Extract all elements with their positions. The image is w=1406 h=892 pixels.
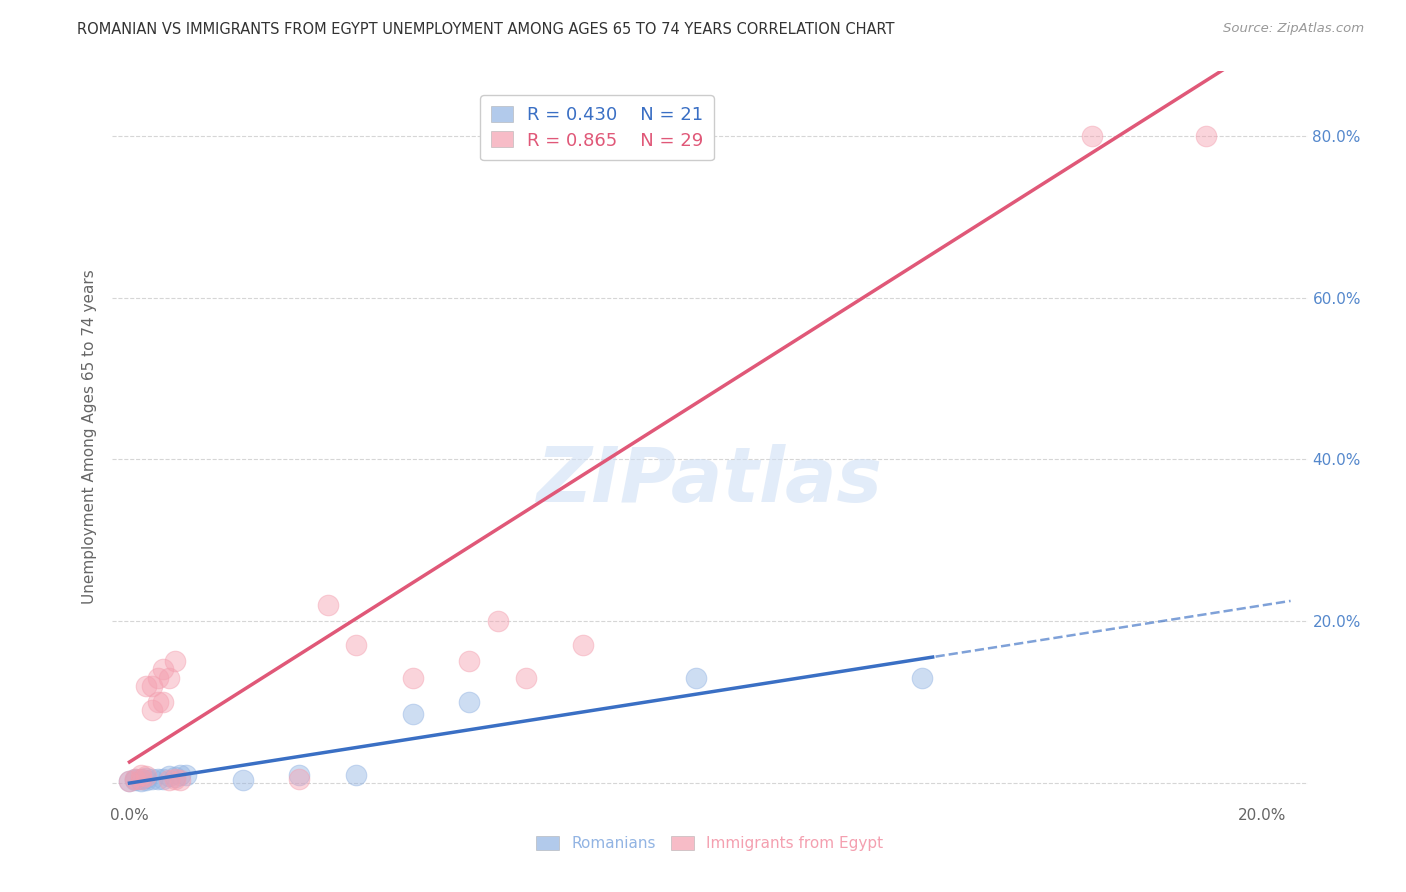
Point xyxy=(174,768,197,782)
Point xyxy=(135,769,157,783)
Point xyxy=(152,772,174,787)
Point xyxy=(146,671,169,685)
Point xyxy=(458,654,481,668)
Point xyxy=(129,774,152,789)
Point xyxy=(152,662,174,676)
Point xyxy=(344,638,367,652)
Point xyxy=(911,671,934,685)
Point xyxy=(124,773,146,788)
Point xyxy=(169,768,191,782)
Point xyxy=(571,638,593,652)
Point xyxy=(515,671,537,685)
Point xyxy=(486,614,509,628)
Point xyxy=(402,706,425,721)
Point xyxy=(685,128,707,143)
Point xyxy=(232,773,254,788)
Point xyxy=(685,671,707,685)
Point xyxy=(458,695,481,709)
Point xyxy=(163,772,186,786)
Point xyxy=(118,774,141,789)
Point xyxy=(141,703,163,717)
Point xyxy=(141,772,163,787)
Point xyxy=(135,773,157,788)
Point xyxy=(146,772,169,786)
Point xyxy=(135,679,157,693)
Point xyxy=(163,770,186,784)
Point xyxy=(1081,128,1104,143)
Point xyxy=(157,773,180,788)
Y-axis label: Unemployment Among Ages 65 to 74 years: Unemployment Among Ages 65 to 74 years xyxy=(82,269,97,605)
Point xyxy=(157,769,180,783)
Point xyxy=(135,771,157,785)
Point xyxy=(129,767,152,781)
Point xyxy=(124,772,146,786)
Point xyxy=(402,671,425,685)
Point xyxy=(169,773,191,788)
Point xyxy=(685,137,707,152)
Point xyxy=(141,679,163,693)
Text: ROMANIAN VS IMMIGRANTS FROM EGYPT UNEMPLOYMENT AMONG AGES 65 TO 74 YEARS CORRELA: ROMANIAN VS IMMIGRANTS FROM EGYPT UNEMPL… xyxy=(77,22,894,37)
Point xyxy=(146,695,169,709)
Text: ZIPatlas: ZIPatlas xyxy=(537,444,883,518)
Point xyxy=(157,671,180,685)
Point xyxy=(1194,128,1216,143)
Point xyxy=(316,598,339,612)
Legend: Romanians, Immigrants from Egypt: Romanians, Immigrants from Egypt xyxy=(530,830,890,857)
Point xyxy=(344,767,367,781)
Point xyxy=(129,772,152,786)
Point xyxy=(288,768,311,782)
Point xyxy=(118,774,141,789)
Point xyxy=(152,695,174,709)
Text: Source: ZipAtlas.com: Source: ZipAtlas.com xyxy=(1223,22,1364,36)
Point xyxy=(163,654,186,668)
Point xyxy=(124,772,146,787)
Point xyxy=(129,772,152,787)
Point xyxy=(288,772,311,786)
